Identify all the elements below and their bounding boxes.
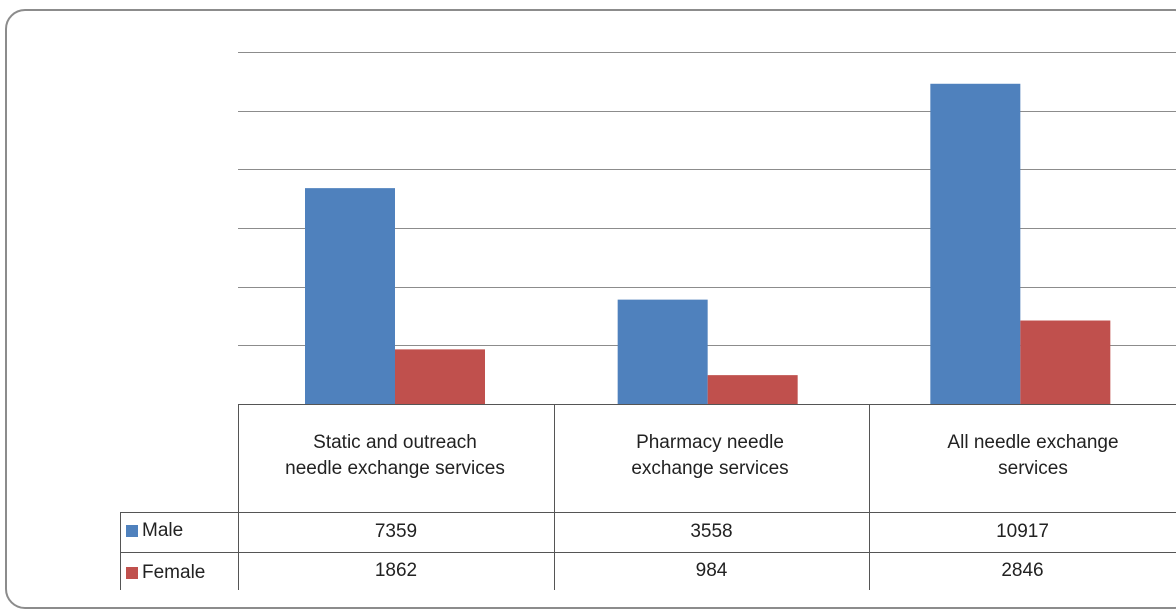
- legend-label-female: Female: [142, 562, 205, 584]
- legend-row-male: Male: [126, 516, 183, 546]
- category-label-all: All needle exchange services: [918, 404, 1148, 508]
- bar-female: [395, 349, 485, 404]
- category-label-pharmacy: Pharmacy needle exchange services: [600, 404, 820, 508]
- bars: [305, 84, 1110, 404]
- female-value-pharmacy: 984: [554, 552, 869, 590]
- bar-male: [930, 84, 1020, 404]
- female-value-static-outreach: 1862: [238, 552, 554, 590]
- male-value-all: 10917: [869, 512, 1176, 552]
- bar-female: [1020, 321, 1110, 404]
- male-value-pharmacy: 3558: [554, 512, 869, 552]
- legend-row-female: Female: [126, 556, 205, 590]
- male-value-static-outreach: 7359: [238, 512, 554, 552]
- bar-male: [305, 188, 395, 404]
- bar-female: [708, 375, 798, 404]
- legend-label-male: Male: [142, 520, 183, 542]
- female-swatch: [126, 567, 138, 579]
- category-label-static-outreach: Static and outreach needle exchange serv…: [285, 404, 505, 508]
- female-value-all: 2846: [869, 552, 1176, 590]
- male-swatch: [126, 525, 138, 537]
- bar-male: [618, 300, 708, 404]
